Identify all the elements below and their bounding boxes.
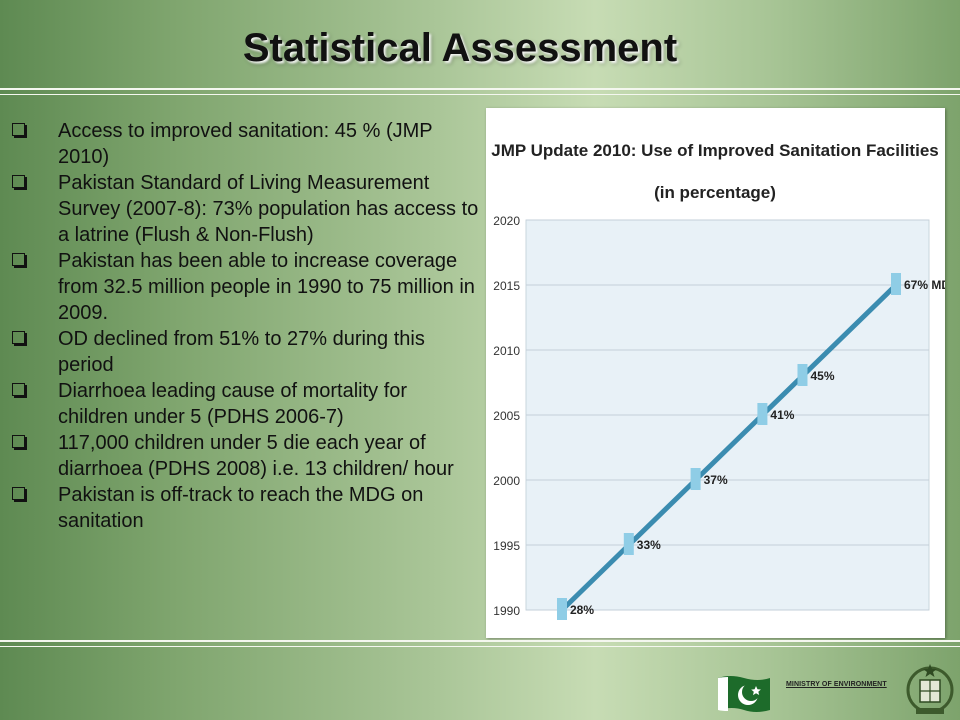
y-tick-label: 2010	[493, 344, 520, 358]
y-tick-label: 2005	[493, 409, 520, 423]
bullet-text: Pakistan is off-track to reach the MDG o…	[58, 484, 424, 532]
hollow-square-icon	[12, 253, 25, 266]
y-tick-label: 2020	[493, 214, 520, 228]
series-line	[560, 283, 898, 612]
data-label: 28%	[570, 603, 594, 617]
bullet-item: Pakistan has been able to increase cover…	[10, 248, 480, 326]
slide-title: Statistical Assessment	[242, 26, 678, 70]
top-divider	[0, 88, 960, 90]
ministry-footer: MINISTRY OF ENVIRONMENT	[786, 681, 887, 688]
hollow-square-icon	[12, 331, 25, 344]
bullet-text: Pakistan Standard of Living Measurement …	[58, 172, 479, 246]
y-tick-label: 2015	[493, 279, 520, 293]
chart-panel: JMP Update 2010: Use of Improved Sanitat…	[486, 108, 959, 638]
hollow-square-icon	[12, 435, 25, 448]
data-label: 67% MDG	[904, 278, 945, 292]
bottom-divider	[0, 640, 960, 642]
state-emblem-icon	[906, 664, 954, 714]
bullet-list: Access to improved sanitation: 45 % (JMP…	[10, 118, 480, 534]
bullet-item: Access to improved sanitation: 45 % (JMP…	[10, 118, 480, 170]
data-label: 37%	[704, 473, 728, 487]
y-tick-label: 1995	[493, 539, 520, 553]
hollow-square-icon	[12, 123, 25, 136]
data-label: 41%	[770, 408, 794, 422]
data-point-marker	[797, 364, 808, 386]
bullet-text: Pakistan has been able to increase cover…	[58, 250, 475, 324]
data-point-marker	[891, 273, 901, 295]
bullet-item: 117,000 children under 5 die each year o…	[10, 430, 480, 482]
top-divider-thin	[0, 94, 960, 95]
hollow-square-icon	[12, 175, 25, 188]
bottom-divider-thin	[0, 646, 960, 647]
data-point-marker	[557, 598, 567, 620]
data-point-marker	[757, 403, 768, 425]
bullet-text: Access to improved sanitation: 45 % (JMP…	[58, 120, 433, 168]
data-point-marker	[690, 468, 701, 490]
y-tick-label: 2000	[493, 474, 520, 488]
hollow-square-icon	[12, 383, 25, 396]
data-label: 45%	[810, 369, 834, 383]
bullet-item: Pakistan is off-track to reach the MDG o…	[10, 482, 480, 534]
bullet-item: Pakistan Standard of Living Measurement …	[10, 170, 480, 248]
bullet-text: OD declined from 51% to 27% during this …	[58, 328, 425, 376]
y-tick-label: 1990	[493, 604, 520, 618]
bullet-text: 117,000 children under 5 die each year o…	[58, 432, 454, 480]
pakistan-flag-icon	[718, 676, 770, 712]
data-point-marker	[623, 533, 634, 555]
data-label: 33%	[637, 538, 661, 552]
bullet-item: OD declined from 51% to 27% during this …	[10, 326, 480, 378]
sanitation-chart: JMP Update 2010: Use of Improved Sanitat…	[491, 141, 959, 620]
bullet-item: Diarrhoea leading cause of mortality for…	[10, 378, 480, 430]
chart-subtitle: (in percentage)	[654, 183, 776, 202]
bullet-text: Diarrhoea leading cause of mortality for…	[58, 380, 408, 428]
hollow-square-icon	[12, 487, 25, 500]
chart-title: JMP Update 2010: Use of Improved Sanitat…	[491, 141, 938, 160]
